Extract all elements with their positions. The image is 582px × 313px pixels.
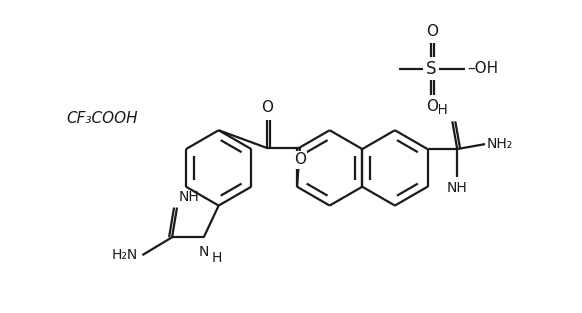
Text: S: S [425, 60, 436, 78]
Text: CF₃COOH: CF₃COOH [66, 111, 137, 126]
Text: H₂N: H₂N [112, 248, 139, 262]
Text: NH: NH [428, 103, 448, 117]
Text: NH: NH [179, 190, 200, 203]
Text: O: O [261, 100, 273, 115]
Text: O: O [294, 152, 306, 167]
Text: N: N [198, 245, 209, 259]
Text: O: O [426, 99, 438, 114]
Text: H: H [212, 251, 222, 265]
Text: NH: NH [447, 181, 467, 195]
Text: O: O [426, 24, 438, 39]
Text: NH₂: NH₂ [487, 137, 513, 151]
Text: –OH: –OH [467, 61, 499, 76]
